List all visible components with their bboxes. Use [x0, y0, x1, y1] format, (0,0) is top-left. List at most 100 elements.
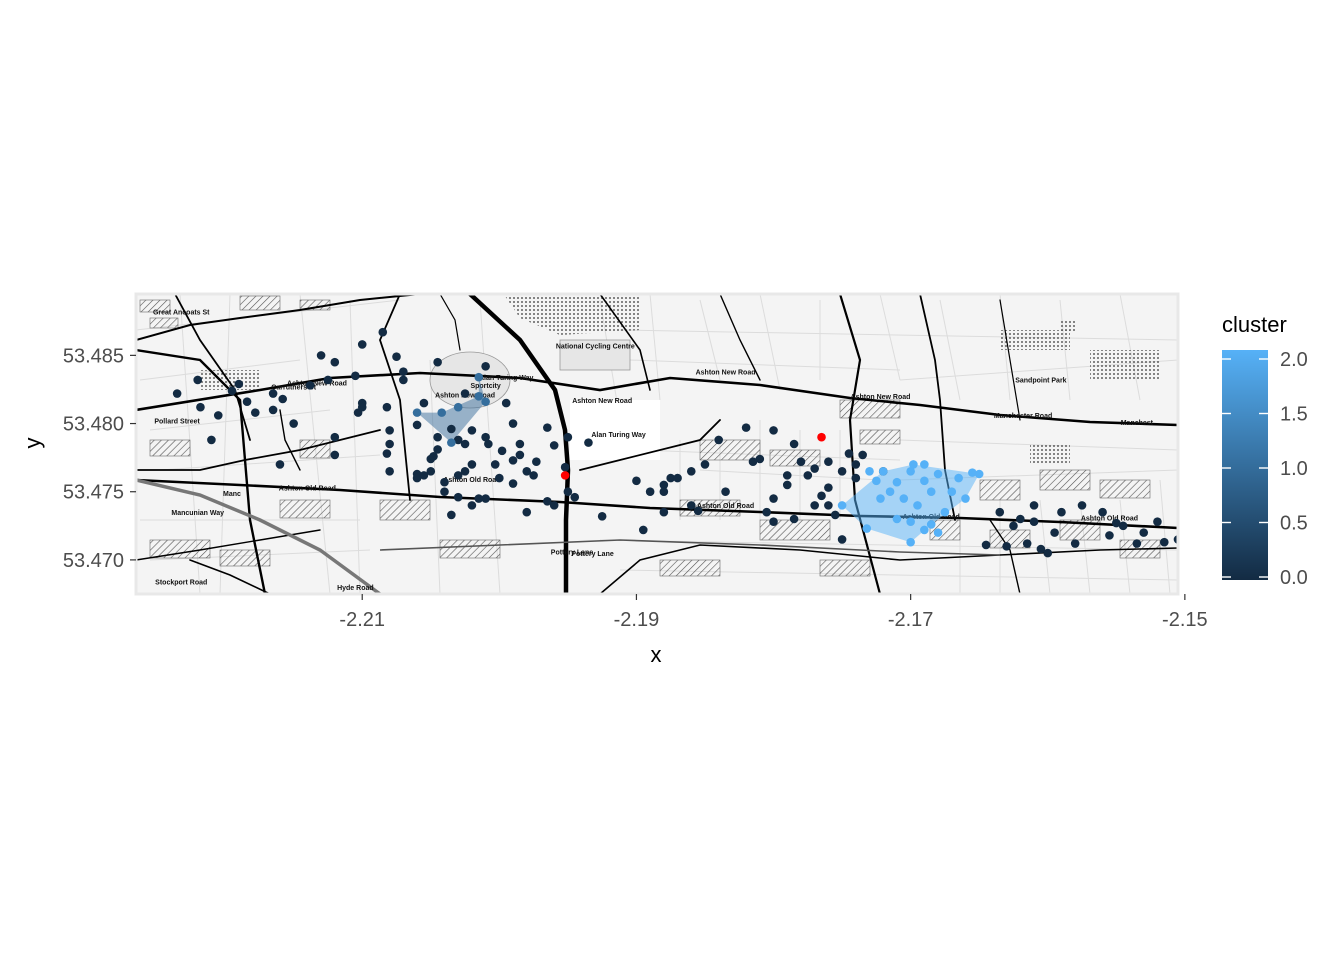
data-point-cluster-0: [323, 375, 333, 385]
data-point-cluster-1: [474, 391, 484, 401]
data-point-cluster-0: [1105, 531, 1114, 540]
data-point-cluster-0: [543, 423, 552, 432]
data-point-cluster-2: [940, 507, 950, 517]
map-label: Ashton New Road: [696, 369, 756, 376]
map-label: Manchest: [1121, 420, 1154, 427]
data-point-cluster-0: [1036, 544, 1046, 554]
data-point-cluster-0: [453, 471, 463, 480]
data-point-cluster-0: [508, 419, 518, 428]
data-point-noise: [817, 432, 826, 442]
data-point-cluster-0: [385, 466, 394, 476]
map-label: Great Ancoats St: [153, 309, 210, 316]
data-point-cluster-0: [382, 449, 392, 458]
data-point-cluster-0: [433, 432, 442, 442]
data-point-cluster-0: [467, 460, 477, 469]
data-point-cluster-0: [378, 327, 388, 337]
data-point-cluster-0: [426, 466, 436, 476]
railway: [136, 478, 1001, 594]
data-point-cluster-0: [412, 473, 422, 483]
data-point-cluster-0: [769, 517, 778, 527]
data-point-cluster-0: [844, 449, 854, 458]
data-point-cluster-0: [741, 423, 751, 432]
data-point-cluster-0: [1009, 521, 1018, 531]
data-point-cluster-0: [495, 473, 504, 483]
data-point-cluster-0: [357, 340, 367, 349]
panel-border: [134, 292, 1180, 596]
data-point-cluster-0: [467, 426, 477, 435]
park-outlines: [429, 339, 660, 460]
data-point-cluster-0: [1050, 528, 1059, 537]
map-label: Hyde Road: [337, 585, 374, 592]
map-label: Ashton Old Road: [697, 503, 754, 510]
map-label: Ashton New Road: [572, 398, 632, 405]
data-point-cluster-0: [782, 471, 792, 480]
legend-tick-label: 1.0: [1280, 458, 1308, 480]
data-point-cluster-0: [515, 439, 525, 449]
data-point-cluster-0: [824, 501, 833, 510]
data-point-cluster-0: [213, 411, 223, 420]
data-point-cluster-0: [1139, 528, 1149, 537]
data-point-cluster-0: [686, 466, 696, 476]
data-point-cluster-0: [447, 510, 456, 520]
data-point-cluster-0: [399, 367, 408, 377]
data-point-cluster-0: [467, 501, 477, 510]
data-point-cluster-0: [1153, 517, 1162, 527]
data-point-cluster-0: [330, 432, 340, 442]
data-point-cluster-0: [357, 402, 367, 412]
data-point-cluster-1: [437, 408, 447, 417]
data-point-cluster-0: [429, 451, 438, 461]
data-point-cluster-2: [933, 469, 943, 479]
data-point-cluster-2: [954, 473, 963, 483]
legend-ticks: 0.0 0.5 1.0 1.5 2.0: [1222, 349, 1308, 589]
data-point-cluster-1: [447, 438, 456, 447]
data-point-cluster-0: [433, 445, 442, 454]
data-point-cluster-0: [645, 487, 655, 497]
data-point-cluster-2: [920, 525, 929, 535]
data-point-cluster-0: [837, 466, 847, 476]
data-point-cluster-0: [460, 466, 470, 476]
data-point-cluster-0: [351, 371, 360, 381]
legend-tick-label: 2.0: [1280, 349, 1308, 371]
y-tick-label: 53.475: [63, 482, 124, 504]
data-point-cluster-0: [412, 420, 422, 430]
data-point-cluster-2: [920, 476, 929, 486]
y-tick-label: 53.485: [63, 345, 124, 367]
data-point-cluster-0: [830, 510, 840, 520]
data-point-cluster-2: [913, 501, 922, 510]
data-point-cluster-2: [906, 517, 915, 527]
map-label: Sportcity: [470, 383, 500, 390]
data-point-cluster-0: [419, 471, 429, 480]
data-point-cluster-0: [382, 402, 392, 412]
data-point-cluster-0: [440, 477, 449, 487]
data-point-cluster-0: [563, 432, 573, 442]
data-point-cluster-2: [878, 466, 888, 476]
data-point-cluster-0: [508, 456, 518, 465]
data-point-cluster-0: [1070, 539, 1080, 548]
data-point-cluster-2: [961, 494, 970, 503]
major-roads: [136, 294, 1178, 594]
y-tick-label: 53.470: [63, 550, 124, 572]
data-point-cluster-0: [501, 398, 511, 408]
y-axis-title: y: [20, 438, 45, 449]
data-point-cluster-0: [460, 389, 470, 398]
data-point-cluster-0: [242, 397, 252, 407]
legend-title: cluster: [1222, 312, 1287, 337]
data-point-cluster-2: [920, 460, 929, 469]
map-label: Pottery Lane: [571, 551, 614, 558]
data-point-cluster-0: [700, 460, 710, 469]
data-point-cluster-2: [926, 487, 936, 497]
data-point-cluster-0: [481, 432, 490, 442]
data-point-cluster-0: [484, 439, 493, 449]
data-point-cluster-0: [693, 506, 703, 516]
data-point-cluster-0: [673, 473, 682, 483]
data-point-cluster-0: [1132, 539, 1142, 548]
map-label: Mancunian Way: [171, 510, 224, 517]
data-point-cluster-0: [278, 394, 288, 404]
data-point-cluster-0: [330, 450, 340, 460]
data-point-cluster-2: [926, 520, 936, 529]
cluster-hull-1: [417, 377, 486, 443]
data-point-cluster-0: [584, 438, 593, 447]
data-point-cluster-0: [196, 402, 205, 412]
data-point-cluster-0: [543, 496, 552, 506]
